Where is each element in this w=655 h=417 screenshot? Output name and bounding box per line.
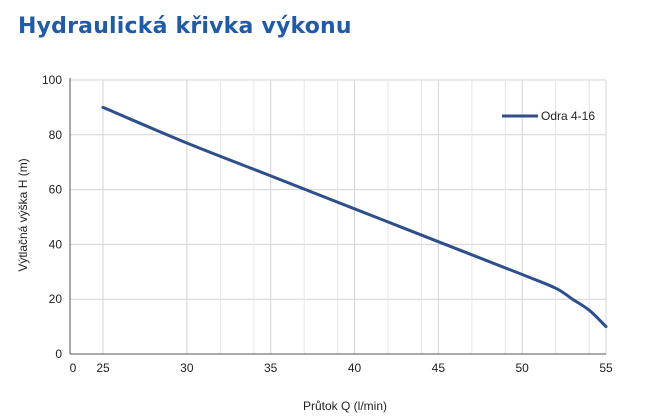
data-point-30: [185, 142, 188, 145]
y-tick-label-60: 60: [49, 183, 63, 197]
y-tick-label-0: 0: [55, 347, 62, 361]
data-point-53: [571, 298, 574, 301]
x-tick-label-40: 40: [348, 361, 362, 375]
grid: [70, 79, 607, 354]
data-point-50: [521, 273, 524, 276]
tick-labels: 0 20 40 60 80 100 0 25 30 35 40 45 50 55: [42, 73, 613, 375]
data-point-54: [588, 309, 591, 312]
x-axis-label: Průtok Q (l/min): [303, 399, 387, 413]
y-tick-label-100: 100: [42, 73, 62, 87]
data-point-25: [102, 106, 105, 109]
axes: [69, 78, 606, 355]
x-tick-label-55: 55: [599, 361, 613, 375]
y-tick-label-40: 40: [49, 237, 63, 251]
x-tick-label-0: 0: [70, 361, 77, 375]
x-tick-label-50: 50: [515, 361, 529, 375]
x-tick-label-25: 25: [96, 361, 110, 375]
data-point-35: [269, 174, 272, 177]
y-tick-label-20: 20: [49, 292, 63, 306]
x-tick-label-30: 30: [180, 361, 194, 375]
data-point-45: [437, 240, 440, 243]
y-axis-label: Výtlačná výška H (m): [16, 158, 30, 271]
legend: Odra 4-16: [502, 109, 595, 123]
chart-title: Hydraulická křivka výkonu: [18, 14, 352, 39]
x-tick-label-45: 45: [432, 361, 446, 375]
data-point-40: [353, 207, 356, 210]
data-point-52: [554, 287, 557, 290]
x-tick-label-35: 35: [264, 361, 278, 375]
legend-label-odra-4-16: Odra 4-16: [541, 109, 595, 123]
series-line-odra-4-16: [101, 105, 608, 329]
y-tick-label-80: 80: [49, 128, 63, 142]
series-layer: [101, 105, 608, 329]
data-point-55: [605, 325, 608, 328]
